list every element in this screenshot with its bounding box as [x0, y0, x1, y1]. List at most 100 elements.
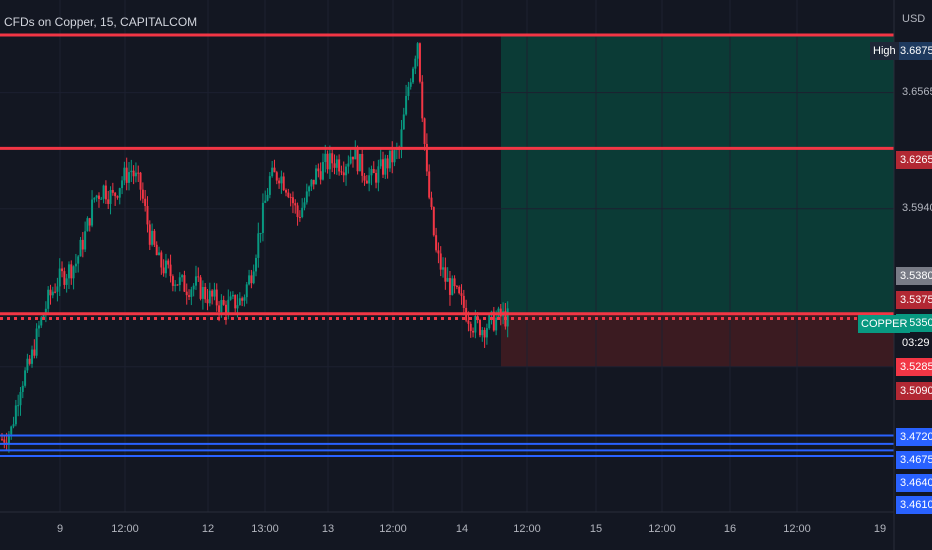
candle-body: [250, 275, 253, 284]
candle-body: [224, 304, 227, 315]
time-axis-label: 19: [873, 523, 887, 535]
high-price-label: 3.6875: [896, 42, 932, 60]
currency-label[interactable]: USD: [902, 13, 926, 25]
support4-price-label: 3.4610: [896, 496, 932, 514]
candle-body: [358, 153, 361, 172]
candle-body: [19, 391, 22, 406]
candle-body: [280, 176, 283, 184]
candle-body: [384, 158, 387, 175]
candle-body: [308, 186, 311, 192]
candle-body: [144, 198, 147, 206]
candle-body: [33, 349, 36, 356]
time-axis-label: 16: [723, 523, 737, 535]
candle-body: [303, 202, 306, 208]
candle-body: [257, 233, 260, 258]
candle-body: [37, 325, 40, 329]
candle-body: [194, 276, 197, 286]
support1-price-label: 3.4720: [896, 428, 932, 446]
candle-body: [301, 207, 304, 218]
candle-body: [222, 300, 225, 305]
candle-body: [162, 267, 165, 274]
countdown-timer: 03:29: [902, 337, 930, 349]
stop-price-label: 3.5380: [896, 267, 932, 285]
candle-body: [63, 271, 66, 285]
candle-body: [469, 323, 472, 331]
candle-body: [7, 434, 10, 445]
candle-body: [349, 156, 352, 164]
candle-body: [455, 286, 458, 288]
candle-body: [407, 86, 410, 96]
candle-body: [28, 358, 31, 364]
candle-body: [40, 317, 43, 326]
candle-body: [405, 95, 408, 115]
candle-body: [414, 58, 417, 69]
price-axis-tick: 3.5940: [902, 201, 932, 214]
candle-body: [351, 156, 354, 160]
high-tag: High: [870, 42, 899, 60]
candle-body: [174, 284, 177, 286]
candle-body: [31, 349, 34, 364]
candle-body: [160, 252, 163, 268]
candle-body: [56, 286, 59, 292]
candle-body: [444, 267, 447, 282]
candle-body: [21, 385, 24, 392]
candle-body: [356, 147, 359, 172]
price-axis-tick: 3.6565: [902, 85, 932, 98]
mid-price-label: 3.5285: [896, 358, 932, 376]
candle-body: [296, 205, 299, 218]
candle-body: [377, 166, 380, 183]
candle-body: [430, 197, 433, 208]
target-low-price-label: 3.5090: [896, 382, 932, 400]
candle-body: [375, 173, 378, 183]
candle-body: [275, 172, 278, 181]
candle-body: [453, 278, 456, 287]
candle-body: [255, 257, 257, 272]
candle-body: [91, 199, 94, 226]
candle-body: [12, 424, 15, 427]
candle-body: [100, 198, 103, 200]
candle-body: [315, 168, 318, 185]
candle-body: [261, 202, 264, 233]
time-axis-label: 12:00: [111, 523, 139, 535]
time-axis-label: 15: [589, 523, 603, 535]
time-axis-label: 12:00: [648, 523, 676, 535]
candle-body: [88, 218, 91, 226]
candle-body: [121, 180, 124, 189]
candle-body: [49, 289, 52, 296]
candle-body: [183, 275, 186, 292]
candle-body: [382, 159, 384, 175]
candle-body: [220, 300, 223, 312]
time-axis-label: 14: [455, 523, 469, 535]
candle-body: [58, 268, 61, 287]
candle-body: [365, 180, 368, 184]
candle-body: [178, 277, 181, 286]
candle-body: [213, 289, 216, 297]
candle-body: [116, 196, 119, 198]
candle-body: [321, 162, 324, 180]
time-axis-label: 12:00: [513, 523, 541, 535]
candle-body: [460, 293, 463, 296]
candle-body: [437, 250, 440, 254]
candle-body: [192, 285, 195, 290]
candle-body: [328, 153, 331, 170]
candle-body: [361, 153, 364, 176]
candle-body: [317, 168, 320, 172]
candle-body: [218, 305, 221, 312]
candle-body: [201, 286, 204, 299]
candle-body: [478, 320, 481, 336]
candle-body: [326, 153, 329, 170]
candle-body: [171, 276, 174, 286]
time-axis-label: 12:00: [783, 523, 811, 535]
candle-body: [125, 167, 128, 183]
candle-body: [104, 185, 107, 200]
candle-body: [312, 179, 315, 185]
candle-body: [335, 159, 338, 168]
time-axis-label: 13:00: [251, 523, 279, 535]
time-axis-label: 12: [201, 523, 215, 535]
candle-body: [418, 43, 421, 82]
candle-body: [141, 189, 144, 199]
candle-body: [342, 172, 345, 176]
candle-body: [248, 275, 251, 285]
candle-body: [252, 271, 255, 284]
